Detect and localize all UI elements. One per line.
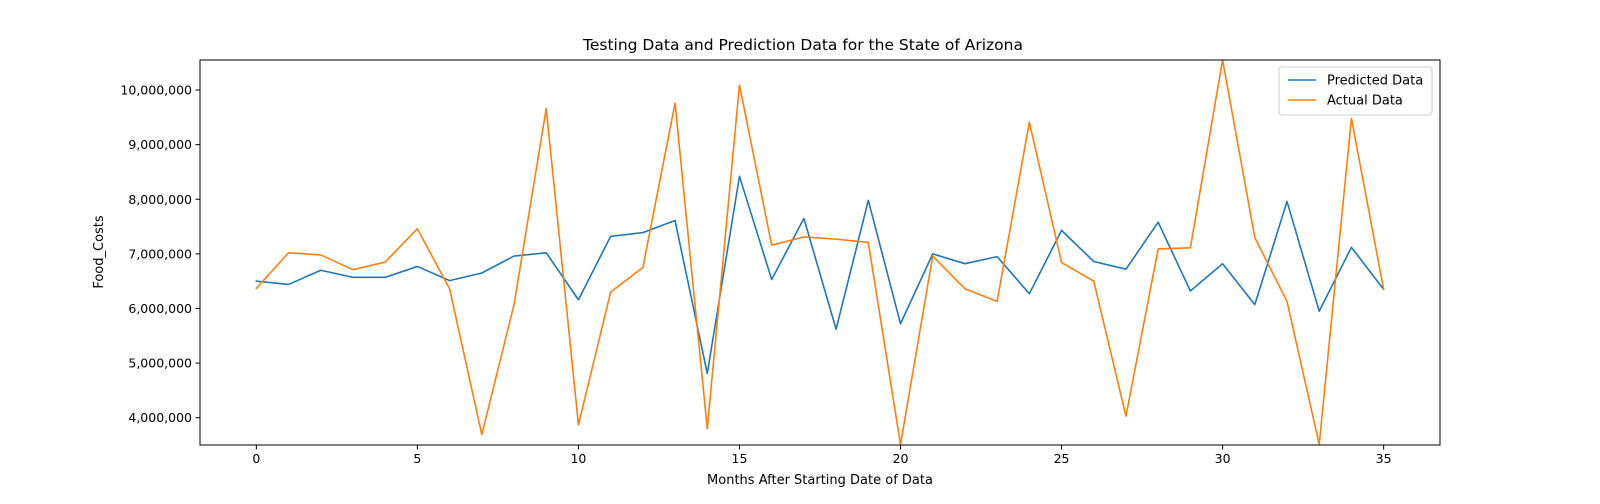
y-tick-label: 5,000,000 (128, 356, 192, 371)
y-axis: 4,000,000 5,000,000 6,000,000 7,000,000 8,00… (120, 83, 200, 425)
plot-area-frame (199, 59, 1441, 446)
x-tick-label: 35 (1376, 451, 1392, 466)
legend-label: Predicted Data (1327, 74, 1423, 89)
x-tick-label: 20 (893, 451, 909, 466)
x-tick-label: 0 (252, 451, 260, 466)
y-tick-label: 10,000,000 (120, 83, 192, 98)
x-tick-label: 10 (570, 451, 586, 466)
y-axis-label: Food_Costs (92, 215, 107, 289)
x-axis-label: Months After Starting Date of Data (707, 473, 933, 488)
legend-box (1278, 66, 1433, 116)
x-tick-label: 25 (1054, 451, 1070, 466)
x-tick-label: 5 (413, 451, 421, 466)
x-tick-label: 30 (1215, 451, 1231, 466)
y-tick-label: 9,000,000 (128, 137, 192, 152)
x-axis: 0 5 10 15 20 25 30 35 (252, 445, 1392, 466)
y-tick-label: 4,000,000 (128, 410, 192, 425)
legend-label: Actual Data (1327, 94, 1403, 109)
series-line-predicted (255, 175, 1385, 375)
series-line-actual (255, 60, 1385, 445)
series-layer (255, 60, 1385, 445)
legend: Predicted Data Actual Data (1278, 66, 1433, 116)
y-tick-label: 6,000,000 (128, 301, 192, 316)
y-tick-label: 7,000,000 (128, 246, 192, 261)
y-tick-label: 8,000,000 (128, 192, 192, 207)
x-tick-label: 15 (732, 451, 748, 466)
chart-title: Testing Data and Prediction Data for the… (582, 36, 1023, 54)
